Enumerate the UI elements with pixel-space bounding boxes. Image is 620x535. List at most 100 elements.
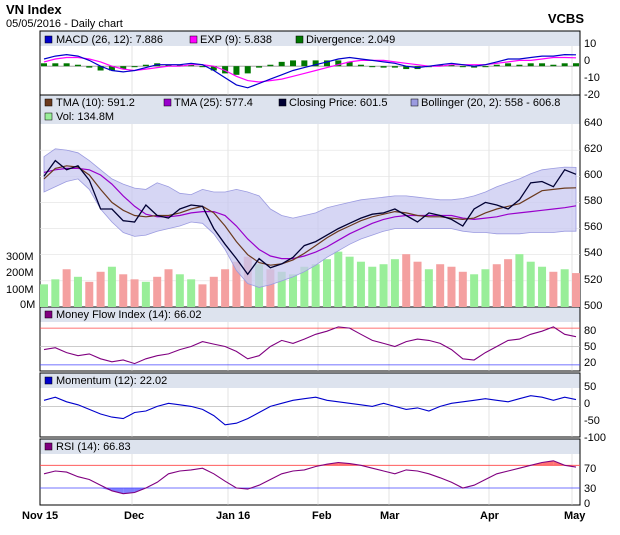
volume-tick: 200M <box>6 267 34 279</box>
divergence-bar <box>244 66 251 74</box>
tma25-legend-label: TMA (25): 577.4 <box>174 97 253 109</box>
divergence-bar <box>142 64 149 67</box>
volume-bar <box>334 251 343 307</box>
divergence-bar <box>131 66 138 68</box>
volume-tick: 300M <box>6 251 34 263</box>
divergence-legend-swatch <box>295 35 304 44</box>
macd-tick: -10 <box>584 72 600 84</box>
price-tick: 600 <box>584 169 602 181</box>
divergence-bar <box>527 63 534 67</box>
volume-bar <box>424 269 433 307</box>
momentum-tick: 0 <box>584 398 590 410</box>
x-axis-label: Dec <box>124 510 144 522</box>
price-tick: 620 <box>584 143 602 155</box>
divergence-bar <box>165 64 172 67</box>
divergence-bar <box>471 66 478 68</box>
momentum-tick: -100 <box>584 432 606 444</box>
volume-bar <box>107 266 116 307</box>
momentum-ticks: 50 0 -50 -100 <box>584 381 606 444</box>
volume-bar <box>436 264 445 307</box>
momentum-tick: -50 <box>584 415 600 427</box>
volume-bar <box>130 279 139 307</box>
x-axis-label: May <box>564 510 586 522</box>
x-axis-label: Jan 16 <box>216 510 250 522</box>
divergence-bar <box>369 66 376 68</box>
x-axis-label: Feb <box>312 510 332 522</box>
header-brand: VCBS <box>547 11 584 26</box>
volume-bar <box>119 274 128 307</box>
rsi-ticks: 70 30 0 <box>584 463 596 510</box>
rsi-oversold-fill <box>100 488 112 491</box>
exp-legend-label: EXP (9): 5.838 <box>200 34 272 46</box>
divergence-bar <box>346 61 353 67</box>
price-panel-header-strip <box>40 95 580 124</box>
divergence-bar <box>301 60 308 67</box>
divergence-bar <box>561 63 568 67</box>
volume-bar <box>62 269 71 307</box>
vol-legend-label: Vol: 134.8M <box>56 111 114 123</box>
divergence-bar <box>550 64 557 67</box>
divergence-bar <box>312 60 319 67</box>
price-tick: 540 <box>584 247 602 259</box>
x-axis-label: Apr <box>480 510 500 522</box>
divergence-bar <box>97 66 104 71</box>
macd-tick: -20 <box>584 89 600 101</box>
volume-bar <box>379 264 388 307</box>
volume-bar <box>85 281 94 307</box>
divergence-bar <box>176 64 183 67</box>
exp-legend-swatch <box>189 35 198 44</box>
divergence-bar <box>403 66 410 70</box>
header-subtitle: 05/05/2016 - Daily chart <box>6 18 123 30</box>
momentum-legend-swatch <box>44 376 53 385</box>
volume-bar <box>515 254 524 307</box>
volume-bar <box>164 269 173 307</box>
volume-bar <box>221 269 230 307</box>
x-axis-label: Nov 15 <box>22 510 58 522</box>
divergence-bar <box>493 64 500 67</box>
volume-bar <box>40 284 48 307</box>
macd-legend-swatch <box>44 35 53 44</box>
mfi-tick: 20 <box>584 357 596 369</box>
rsi-legend-swatch <box>44 442 53 451</box>
divergence-bar <box>188 64 195 67</box>
volume-bar <box>526 261 535 307</box>
divergence-bar <box>516 64 523 67</box>
mfi-legend-swatch <box>44 310 53 319</box>
divergence-bar <box>74 64 81 67</box>
volume-bar <box>311 264 320 307</box>
mfi-tick: 80 <box>584 325 596 337</box>
volume-bar <box>289 274 298 307</box>
volume-bar <box>481 269 490 307</box>
rsi-line <box>43 460 577 495</box>
rsi-tick: 70 <box>584 463 596 475</box>
volume-bar <box>560 269 569 307</box>
divergence-bar <box>448 64 455 67</box>
volume-bar <box>345 256 354 307</box>
divergence-bar <box>539 63 546 67</box>
divergence-bar <box>233 66 240 75</box>
volume-bar <box>96 271 105 307</box>
macd-tick: 0 <box>584 55 590 67</box>
bollinger-band <box>43 148 577 288</box>
divergence-bar <box>63 63 70 67</box>
macd-ticks: 10 0 -10 -20 <box>584 38 600 101</box>
price-tick: 640 <box>584 117 602 129</box>
divergence-bar <box>41 63 47 67</box>
tma25-legend-swatch <box>163 98 172 107</box>
tma10-legend-swatch <box>44 98 53 107</box>
volume-bar <box>413 261 422 307</box>
volume-bar <box>402 254 411 307</box>
rsi-tick: 0 <box>584 498 590 510</box>
divergence-bar <box>323 60 330 67</box>
divergence-bar <box>391 66 398 68</box>
divergence-bar <box>199 66 206 68</box>
mfi-ticks: 80 50 20 <box>584 325 596 369</box>
divergence-bar <box>52 63 59 67</box>
volume-bar <box>492 264 501 307</box>
divergence-bar <box>437 64 444 67</box>
momentum-legend-label: Momentum (12): 22.02 <box>56 375 167 387</box>
close-price-line <box>43 159 577 276</box>
header-title: VN Index <box>6 2 62 17</box>
volume-bar <box>549 271 558 307</box>
